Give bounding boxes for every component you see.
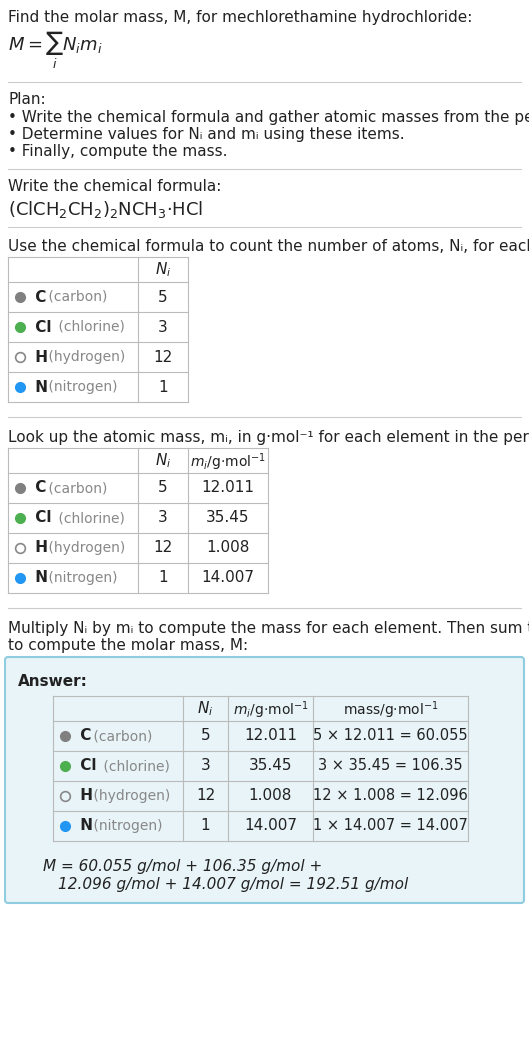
Text: $m_i$/g·mol$^{-1}$: $m_i$/g·mol$^{-1}$ — [190, 451, 266, 472]
Text: $M = \sum_i N_i m_i$: $M = \sum_i N_i m_i$ — [8, 30, 103, 72]
Text: 1 × 14.007 = 14.007: 1 × 14.007 = 14.007 — [313, 819, 468, 834]
Text: $N_i$: $N_i$ — [155, 451, 171, 470]
Text: 12: 12 — [153, 350, 172, 365]
Text: • Determine values for Nᵢ and mᵢ using these items.: • Determine values for Nᵢ and mᵢ using t… — [8, 126, 405, 142]
Text: (carbon): (carbon) — [89, 729, 152, 743]
Text: Cl: Cl — [75, 759, 96, 774]
Text: $N_i$: $N_i$ — [155, 260, 171, 278]
Text: (nitrogen): (nitrogen) — [89, 819, 162, 833]
Text: 3: 3 — [158, 319, 168, 334]
Text: N: N — [30, 570, 48, 586]
FancyBboxPatch shape — [5, 657, 524, 903]
Text: 12.096 g/mol + 14.007 g/mol = 192.51 g/mol: 12.096 g/mol + 14.007 g/mol = 192.51 g/m… — [58, 877, 408, 892]
Text: 12: 12 — [153, 541, 172, 555]
Text: Answer:: Answer: — [18, 674, 88, 689]
Text: 3 × 35.45 = 106.35: 3 × 35.45 = 106.35 — [318, 759, 463, 774]
Text: mass/g·mol$^{-1}$: mass/g·mol$^{-1}$ — [343, 699, 439, 721]
Text: (chlorine): (chlorine) — [99, 759, 170, 773]
Text: 3: 3 — [200, 759, 211, 774]
Text: 5 × 12.011 = 60.055: 5 × 12.011 = 60.055 — [313, 728, 468, 743]
Text: (nitrogen): (nitrogen) — [44, 571, 117, 585]
Text: 5: 5 — [200, 728, 211, 743]
Text: H: H — [75, 788, 93, 803]
Text: 14.007: 14.007 — [202, 570, 254, 586]
Text: (carbon): (carbon) — [44, 481, 107, 495]
Text: N: N — [75, 819, 93, 834]
Text: 12.011: 12.011 — [244, 728, 297, 743]
Text: 35.45: 35.45 — [249, 759, 292, 774]
Text: $m_i$/g·mol$^{-1}$: $m_i$/g·mol$^{-1}$ — [233, 699, 308, 721]
Text: (chlorine): (chlorine) — [54, 511, 125, 525]
Text: 1: 1 — [158, 379, 168, 394]
Text: Cl: Cl — [30, 510, 51, 526]
Text: 5: 5 — [158, 290, 168, 305]
Text: 3: 3 — [158, 510, 168, 526]
Text: H: H — [30, 541, 48, 555]
Text: 1: 1 — [200, 819, 211, 834]
Text: (nitrogen): (nitrogen) — [44, 380, 117, 394]
Text: 1.008: 1.008 — [206, 541, 250, 555]
Text: $N_i$: $N_i$ — [197, 699, 214, 718]
Text: Use the chemical formula to count the number of atoms, Nᵢ, for each element:: Use the chemical formula to count the nu… — [8, 239, 529, 254]
Text: (hydrogen): (hydrogen) — [44, 350, 125, 364]
Text: Multiply Nᵢ by mᵢ to compute the mass for each element. Then sum those values: Multiply Nᵢ by mᵢ to compute the mass fo… — [8, 621, 529, 636]
Text: to compute the molar mass, M:: to compute the molar mass, M: — [8, 638, 248, 653]
Text: (hydrogen): (hydrogen) — [44, 541, 125, 555]
Text: Find the molar mass, M, for mechlorethamine hydrochloride:: Find the molar mass, M, for mechloretham… — [8, 9, 472, 25]
Text: (chlorine): (chlorine) — [54, 320, 125, 334]
Text: H: H — [30, 350, 48, 365]
Text: 1: 1 — [158, 570, 168, 586]
Text: C: C — [75, 728, 92, 743]
Text: 12.011: 12.011 — [202, 481, 254, 495]
Text: Write the chemical formula:: Write the chemical formula: — [8, 179, 221, 194]
Text: 12: 12 — [196, 788, 215, 803]
Text: • Write the chemical formula and gather atomic masses from the periodic table.: • Write the chemical formula and gather … — [8, 110, 529, 125]
Text: • Finally, compute the mass.: • Finally, compute the mass. — [8, 144, 227, 159]
Text: (carbon): (carbon) — [44, 290, 107, 304]
Text: N: N — [30, 379, 48, 394]
Text: C: C — [30, 290, 47, 305]
Text: 1.008: 1.008 — [249, 788, 292, 803]
Text: Look up the atomic mass, mᵢ, in g·mol⁻¹ for each element in the periodic table:: Look up the atomic mass, mᵢ, in g·mol⁻¹ … — [8, 430, 529, 445]
Text: Plan:: Plan: — [8, 92, 45, 108]
Text: 14.007: 14.007 — [244, 819, 297, 834]
Text: Cl: Cl — [30, 319, 51, 334]
Text: 35.45: 35.45 — [206, 510, 250, 526]
Text: $(\mathrm{ClCH_2CH_2})_2\mathrm{NCH_3{\cdot}HCl}$: $(\mathrm{ClCH_2CH_2})_2\mathrm{NCH_3{\c… — [8, 199, 203, 220]
Text: C: C — [30, 481, 47, 495]
Text: 12 × 1.008 = 12.096: 12 × 1.008 = 12.096 — [313, 788, 468, 803]
Text: M = 60.055 g/mol + 106.35 g/mol +: M = 60.055 g/mol + 106.35 g/mol + — [43, 859, 322, 874]
Text: (hydrogen): (hydrogen) — [89, 789, 170, 803]
Text: 5: 5 — [158, 481, 168, 495]
